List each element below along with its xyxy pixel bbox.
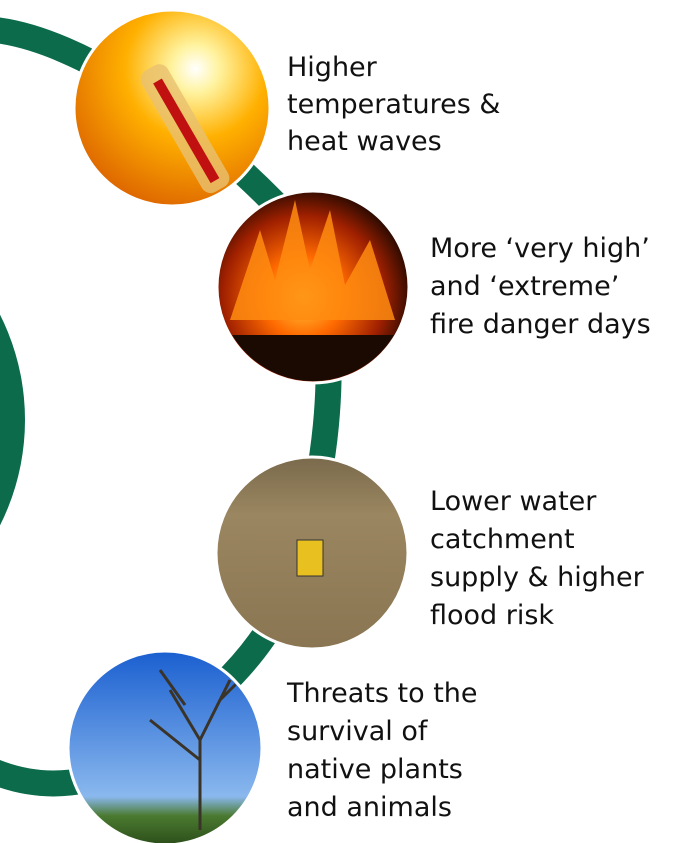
tree-image bbox=[68, 651, 262, 843]
item-label: fire danger days bbox=[430, 309, 651, 340]
item-label: More ‘very high’ bbox=[430, 233, 650, 264]
item-label: Threats to the bbox=[286, 678, 478, 709]
page: {"items": [ {"lines": ["Higher", "temper… bbox=[0, 0, 684, 843]
item-label: and animals bbox=[287, 792, 452, 823]
item-label: flood risk bbox=[430, 600, 554, 631]
item-label: and ‘extreme’ bbox=[430, 271, 619, 302]
fire-image bbox=[215, 191, 415, 395]
item-label: catchment bbox=[430, 524, 575, 555]
item-label: Higher bbox=[287, 52, 378, 83]
diagram: Higher temperatures & heat waves More ‘very… bbox=[0, 0, 684, 843]
labels: Higher temperatures & heat waves More ‘very… bbox=[286, 52, 651, 823]
item-label: survival of bbox=[287, 716, 429, 747]
item-label: native plants bbox=[287, 754, 463, 785]
item-label: Lower water bbox=[430, 486, 597, 517]
item-label: supply & higher bbox=[430, 562, 645, 593]
green-shape bbox=[0, 190, 25, 650]
item-label: temperatures & bbox=[287, 89, 500, 120]
heat-image bbox=[74, 10, 270, 206]
flood-image bbox=[216, 457, 408, 649]
item-label: heat waves bbox=[287, 126, 442, 157]
